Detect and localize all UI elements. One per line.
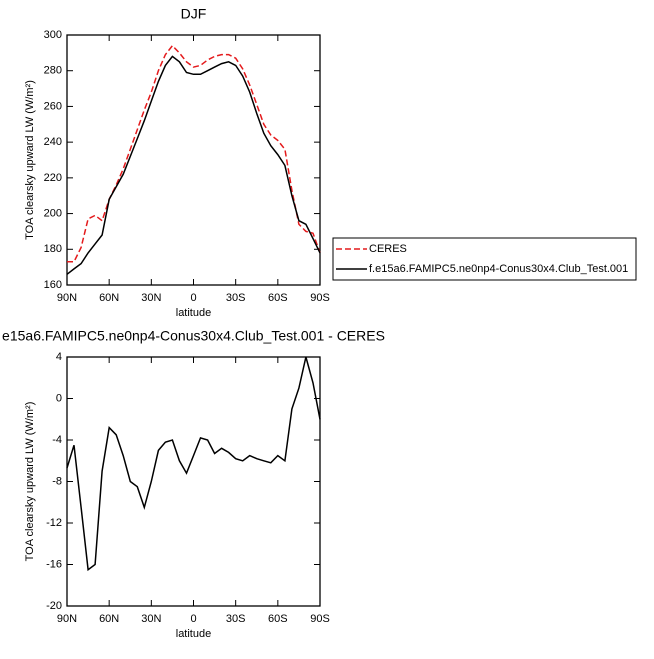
x-axis-label: latitude: [176, 628, 211, 640]
y-tick-label: 4: [56, 351, 62, 363]
x-tick-label: 60S: [268, 613, 288, 625]
x-tick-label: 30S: [226, 613, 246, 625]
y-tick-label: -20: [46, 600, 62, 612]
y-tick-label: -8: [52, 475, 62, 487]
x-tick-label: 0: [190, 613, 196, 625]
y-tick-label: 300: [44, 29, 62, 41]
y-tick-label: -12: [46, 517, 62, 529]
y-tick-label: 220: [44, 172, 62, 184]
y-tick-label: 260: [44, 100, 62, 112]
chart-title: e15a6.FAMIPC5.ne0np4-Conus30x4.Club_Test…: [2, 328, 385, 344]
x-tick-label: 30N: [141, 292, 161, 304]
x-tick-label: 0: [190, 292, 196, 304]
legend-box: [332, 237, 637, 281]
y-tick-label: -16: [46, 558, 62, 570]
data-line: [66, 356, 321, 572]
y-tick-label: 200: [44, 207, 62, 219]
y-axis-label: TOA clearsky upward LW (W/m²): [24, 402, 36, 562]
x-tick-label: 90S: [310, 292, 330, 304]
y-axis-label: TOA clearsky upward LW (W/m²): [24, 80, 36, 240]
x-tick-label: 60S: [268, 292, 288, 304]
x-tick-label: 90S: [310, 613, 330, 625]
y-tick-label: 160: [44, 279, 62, 291]
x-tick-label: 60N: [99, 292, 119, 304]
y-tick-label: 280: [44, 65, 62, 77]
y-tick-label: 0: [56, 392, 62, 404]
x-tick-label: 60N: [99, 613, 119, 625]
y-tick-label: 240: [44, 136, 62, 148]
y-tick-label: 180: [44, 243, 62, 255]
x-tick-label: 30N: [141, 613, 161, 625]
x-tick-label: 90N: [57, 292, 77, 304]
y-tick-label: -4: [52, 434, 62, 446]
data-line: [66, 55, 321, 275]
data-line: [67, 44, 321, 263]
legend-label: CERES: [369, 243, 407, 255]
plot-frame: [66, 356, 321, 607]
x-tick-label: 30S: [226, 292, 246, 304]
legend-label: f.e15a6.FAMIPC5.ne0np4-Conus30x4.Club_Te…: [369, 263, 628, 275]
chart-title: DJF: [181, 6, 207, 22]
x-axis-label: latitude: [176, 307, 211, 319]
x-tick-label: 90N: [57, 613, 77, 625]
